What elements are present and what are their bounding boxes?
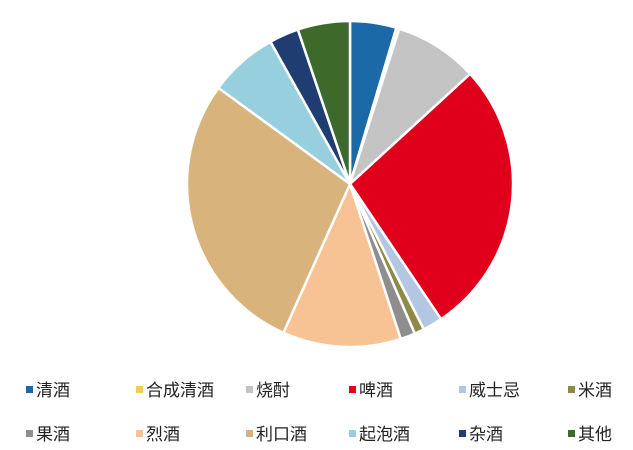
- legend-item-6: 果酒: [26, 425, 70, 445]
- legend-item-5: 米酒: [568, 381, 612, 401]
- legend-label-5: 米酒: [578, 381, 612, 401]
- legend-label-11: 其他: [578, 425, 612, 445]
- legend-label-9: 起泡酒: [359, 425, 410, 445]
- legend-swatch-3: [349, 386, 356, 393]
- legend-item-0: 清酒: [26, 381, 70, 401]
- legend-swatch-0: [26, 386, 33, 393]
- pie-slice-8: [185, 86, 352, 335]
- legend-label-1: 合成清酒: [146, 381, 214, 401]
- pie-slice-7: [282, 182, 402, 349]
- legend-item-3: 啤酒: [349, 381, 393, 401]
- pie-slice-11: [296, 19, 352, 186]
- legend-swatch-10: [459, 430, 466, 437]
- legend-swatch-1: [136, 386, 143, 393]
- legend-swatch-6: [26, 430, 33, 437]
- legend-label-6: 果酒: [36, 425, 70, 445]
- legend-label-10: 杂酒: [469, 425, 503, 445]
- pie-slices: [185, 19, 515, 349]
- legend-swatch-11: [568, 430, 575, 437]
- legend-item-7: 烈酒: [136, 425, 180, 445]
- legend-item-2: 烧酎: [246, 381, 290, 401]
- legend-swatch-7: [136, 430, 143, 437]
- legend-swatch-4: [459, 386, 466, 393]
- legend-swatch-8: [246, 430, 253, 437]
- legend-item-4: 威士忌: [459, 381, 520, 401]
- legend-label-0: 清酒: [36, 381, 70, 401]
- legend-label-3: 啤酒: [359, 381, 393, 401]
- legend-swatch-2: [246, 386, 253, 393]
- legend-item-11: 其他: [568, 425, 612, 445]
- legend-item-9: 起泡酒: [349, 425, 410, 445]
- pie-slice-3: [348, 72, 515, 321]
- legend-item-8: 利口酒: [246, 425, 307, 445]
- legend-swatch-5: [568, 386, 575, 393]
- legend-item-1: 合成清酒: [136, 381, 214, 401]
- legend-label-2: 烧酎: [256, 381, 290, 401]
- legend-item-10: 杂酒: [459, 425, 503, 445]
- legend-swatch-9: [349, 430, 356, 437]
- legend-label-7: 烈酒: [146, 425, 180, 445]
- legend-label-8: 利口酒: [256, 425, 307, 445]
- legend-label-4: 威士忌: [469, 381, 520, 401]
